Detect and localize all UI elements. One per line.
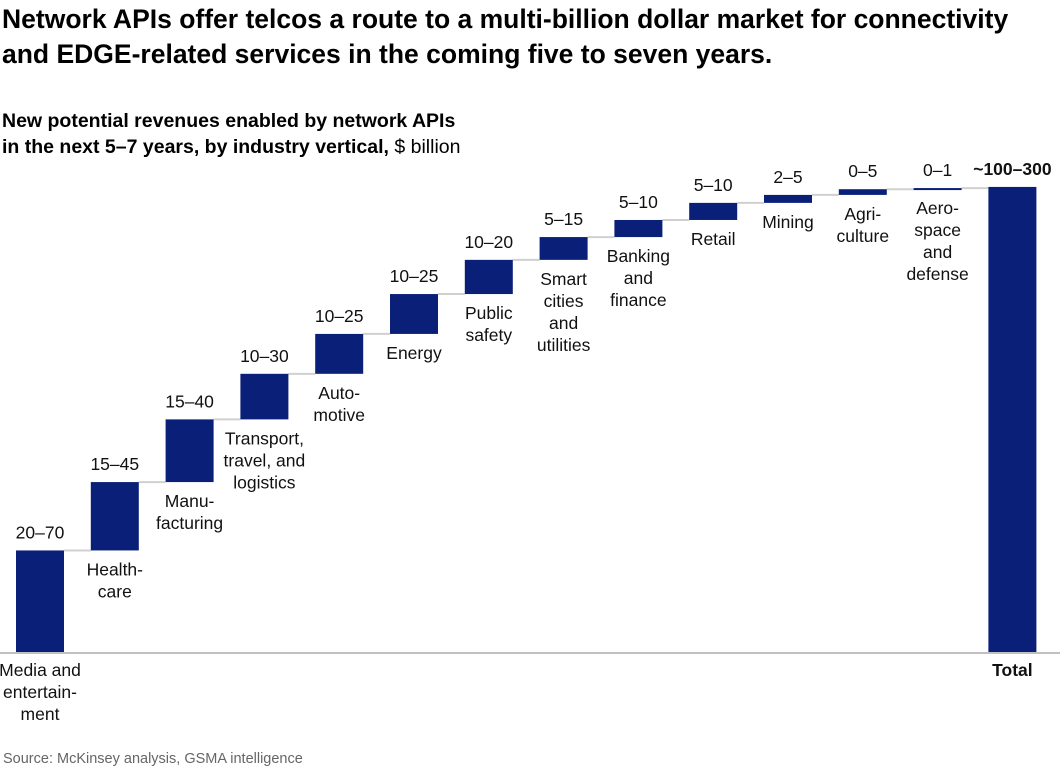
category-label-line: entertain- (3, 682, 77, 702)
bar-3 (240, 373, 289, 420)
category-label-line: cities (544, 291, 584, 311)
category-label-line: Aero- (916, 198, 959, 218)
category-label-2: Manu-facturing (156, 491, 223, 533)
value-label-2: 15–40 (165, 391, 214, 411)
category-label-line: Agri- (844, 204, 881, 224)
value-label-7: 5–15 (544, 209, 583, 229)
category-label-0: Media and entertain-ment (0, 660, 81, 724)
category-label-5: Energy (386, 343, 442, 363)
category-label-line: Smart (540, 269, 587, 289)
connectors (64, 187, 989, 552)
category-label-line: utilities (537, 335, 591, 355)
category-label-line: defense (906, 264, 968, 284)
category-label-12: Aero-space and defense (906, 198, 968, 284)
value-label-1: 15–45 (90, 454, 139, 474)
bar-11 (838, 189, 887, 195)
category-label-line: Banking (607, 246, 670, 266)
category-label-line: culture (837, 226, 890, 246)
category-labels: Media and entertain-ment Health-care Manu-f… (0, 198, 1033, 724)
value-label-10: 2–5 (773, 167, 802, 187)
bar-12 (913, 188, 962, 191)
category-label-line: Health- (87, 559, 144, 579)
category-label-line: ment (21, 704, 60, 724)
category-label-line: safety (465, 325, 512, 345)
category-label-line: and (923, 242, 952, 262)
category-label-line: Mining (762, 212, 814, 232)
value-labels: 20–70 15–45 15–40 10–30 10–25 10–25 10–20 5–15 5… (16, 159, 1052, 543)
category-label-11: Agri-culture (837, 204, 890, 246)
value-label-11: 0–5 (848, 161, 877, 181)
category-label-line: Manu- (165, 491, 215, 511)
subtitle-unit: $ billion (394, 136, 461, 158)
bar-13 (988, 186, 1037, 653)
source-note: Source: McKinsey analysis, GSMA intellig… (3, 751, 303, 767)
category-label-8: Banking and finance (607, 246, 670, 310)
value-label-5: 10–25 (390, 266, 439, 286)
subtitle-line-1: New potential revenues enabled by networ… (2, 110, 456, 132)
bar-0 (16, 550, 64, 653)
category-label-6: Public safety (465, 303, 513, 345)
bar-1 (90, 482, 139, 551)
category-label-line: Media and (0, 660, 81, 680)
category-label-1: Health-care (87, 559, 144, 601)
value-label-3: 10–30 (240, 346, 289, 366)
subtitle-line-2: in the next 5–7 years, by industry verti… (2, 136, 389, 158)
category-label-9: Retail (691, 229, 736, 249)
bar-2 (165, 419, 214, 483)
category-label-10: Mining (762, 212, 814, 232)
category-label-line: space (914, 220, 961, 240)
category-label-line: Auto- (318, 383, 360, 403)
chart-subtitle: New potential revenues enabled by networ… (2, 108, 460, 160)
category-label-line: Energy (386, 343, 442, 363)
category-label-13: Total (992, 660, 1033, 680)
category-label-line: travel, and (224, 450, 306, 470)
bar-8 (614, 219, 663, 238)
bar-4 (315, 333, 364, 374)
value-label-4: 10–25 (315, 306, 364, 326)
headline: Network APIs offer telcos a route to a m… (2, 4, 1009, 69)
category-label-7: Smart cities and utilities (537, 269, 591, 355)
waterfall-chart: 20–70 15–45 15–40 10–30 10–25 10–25 10–20 5–15 5… (0, 159, 1060, 724)
category-label-line: and (549, 313, 578, 333)
value-label-6: 10–20 (464, 232, 513, 252)
value-label-0: 20–70 (16, 522, 65, 542)
value-label-13: ~100–300 (973, 159, 1052, 179)
category-label-line: care (98, 581, 132, 601)
bar-6 (464, 259, 513, 295)
category-label-line: Total (992, 660, 1033, 680)
category-label-line: Transport, (225, 428, 304, 448)
value-label-12: 0–1 (923, 160, 952, 180)
category-label-line: facturing (156, 513, 223, 533)
value-label-9: 5–10 (694, 175, 733, 195)
category-label-line: Retail (691, 229, 736, 249)
category-label-line: motive (313, 405, 365, 425)
category-label-line: Public (465, 303, 513, 323)
category-label-line: finance (610, 290, 666, 310)
category-label-3: Transport, travel, and logistics (224, 428, 306, 492)
bar-9 (689, 202, 738, 220)
category-label-line: and (624, 268, 653, 288)
bar-7 (539, 237, 588, 260)
bar-10 (764, 194, 812, 203)
bar-5 (390, 294, 438, 334)
value-label-8: 5–10 (619, 192, 658, 212)
bars (16, 186, 1037, 653)
category-label-4: Auto-motive (313, 383, 365, 425)
category-label-line: logistics (233, 472, 295, 492)
